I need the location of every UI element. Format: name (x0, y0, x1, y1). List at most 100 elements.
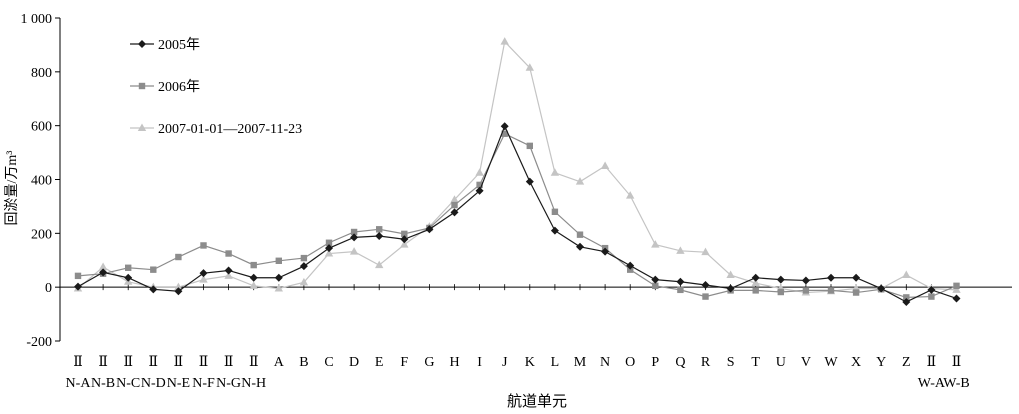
data-point (74, 272, 82, 280)
data-point (199, 269, 208, 278)
x-tick-label: Ⅱ (249, 355, 259, 370)
data-point (702, 293, 709, 300)
data-point (902, 270, 911, 279)
y-tick-label: 200 (31, 227, 52, 242)
legend-marker (138, 40, 146, 48)
series-3 (73, 37, 961, 296)
data-point (525, 63, 534, 71)
y-tick-label: 1 000 (21, 12, 53, 27)
x-tick-label: S (727, 355, 735, 370)
legend-label: 2007-01-01—2007-11-23 (158, 122, 302, 137)
legend-entry-2: 2006年 (130, 79, 200, 95)
data-point (726, 270, 735, 279)
data-point (677, 286, 684, 294)
legend-entry-1: 2005年 (130, 37, 200, 53)
x-tick-label: Ⅱ (73, 355, 83, 370)
data-point (274, 273, 283, 282)
data-point (551, 208, 559, 215)
data-point (450, 195, 459, 203)
data-point (124, 273, 133, 282)
data-point (752, 287, 759, 294)
data-point (928, 293, 935, 300)
data-point (500, 122, 509, 131)
data-point (827, 287, 835, 294)
data-point (802, 287, 810, 294)
data-point (550, 226, 559, 235)
data-point (953, 282, 960, 290)
x-tick-label: Z (902, 355, 911, 370)
series-2 (74, 130, 960, 301)
data-point (150, 266, 157, 273)
x-tick-label: R (701, 355, 711, 370)
data-point (852, 289, 860, 296)
data-point (651, 275, 660, 284)
series-1 (74, 122, 961, 306)
data-point (751, 278, 760, 287)
data-point (174, 282, 183, 291)
series-line (77, 132, 957, 298)
x-tick-label: F (400, 355, 408, 370)
x-tick-label: Ⅱ (927, 355, 937, 370)
data-point (299, 262, 308, 271)
data-point (827, 273, 835, 282)
legend-marker (137, 123, 147, 131)
data-point (877, 284, 886, 293)
data-point (175, 253, 182, 261)
x-tick-sublabel: N-D (141, 376, 166, 391)
data-point (576, 242, 584, 251)
data-point (349, 247, 359, 255)
data-point (149, 285, 158, 294)
x-tick-label: G (424, 355, 434, 370)
x-tick-label: N (600, 355, 610, 370)
y-tick-label: 600 (31, 120, 52, 135)
data-point (626, 191, 635, 199)
y-tick-label: 800 (31, 66, 52, 81)
data-point (375, 260, 384, 269)
data-point (400, 235, 409, 244)
data-point (676, 277, 685, 286)
data-point (275, 257, 282, 264)
x-tick-label: Ⅱ (98, 355, 108, 370)
data-point (626, 261, 635, 270)
data-point (324, 249, 334, 257)
legend-label: 2005年 (158, 37, 200, 53)
data-point (125, 264, 132, 271)
x-tick-sublabel: N-A (66, 376, 92, 391)
x-tick-sublabel: N-C (116, 376, 140, 391)
x-axis: Ⅱ N-A Ⅱ N-B Ⅱ N-C Ⅱ N-D Ⅱ N-E Ⅱ N-F Ⅱ N-G Ⅱ N-H A B C D E F G H… (60, 284, 1012, 391)
data-point (451, 201, 458, 209)
data-point (475, 168, 484, 176)
x-tick-label: X (851, 355, 861, 370)
data-point (576, 231, 584, 238)
x-tick-sublabel: N-H (241, 376, 266, 391)
x-tick-label: B (299, 355, 308, 370)
data-point (526, 142, 533, 150)
x-tick-label: K (525, 355, 535, 370)
data-point (952, 285, 961, 293)
data-point (952, 294, 961, 303)
data-point (325, 244, 333, 253)
data-point (249, 281, 258, 289)
x-tick-sublabel: N-G (216, 376, 241, 391)
x-tick-label: E (375, 355, 384, 370)
data-point (601, 247, 610, 256)
x-tick-label: Ⅱ (174, 355, 184, 370)
x-axis-label: 航道单元 (507, 393, 567, 410)
data-point (852, 273, 861, 282)
data-point (726, 284, 735, 293)
data-point (174, 287, 183, 296)
data-point (476, 181, 483, 189)
data-point (249, 273, 258, 282)
x-tick-label: Ⅱ (224, 355, 234, 370)
data-point (776, 275, 785, 284)
x-tick-label: Ⅱ (123, 355, 133, 370)
data-point (475, 186, 484, 195)
x-tick-sublabel: N-B (91, 376, 115, 391)
data-point (927, 285, 936, 294)
data-point (375, 232, 384, 241)
y-axis-label: 回淤量/万m³ (4, 151, 20, 226)
x-tick-label: Y (876, 355, 886, 370)
data-point (500, 37, 509, 45)
x-tick-label: U (776, 355, 786, 370)
x-tick-label: Ⅱ (199, 355, 209, 370)
